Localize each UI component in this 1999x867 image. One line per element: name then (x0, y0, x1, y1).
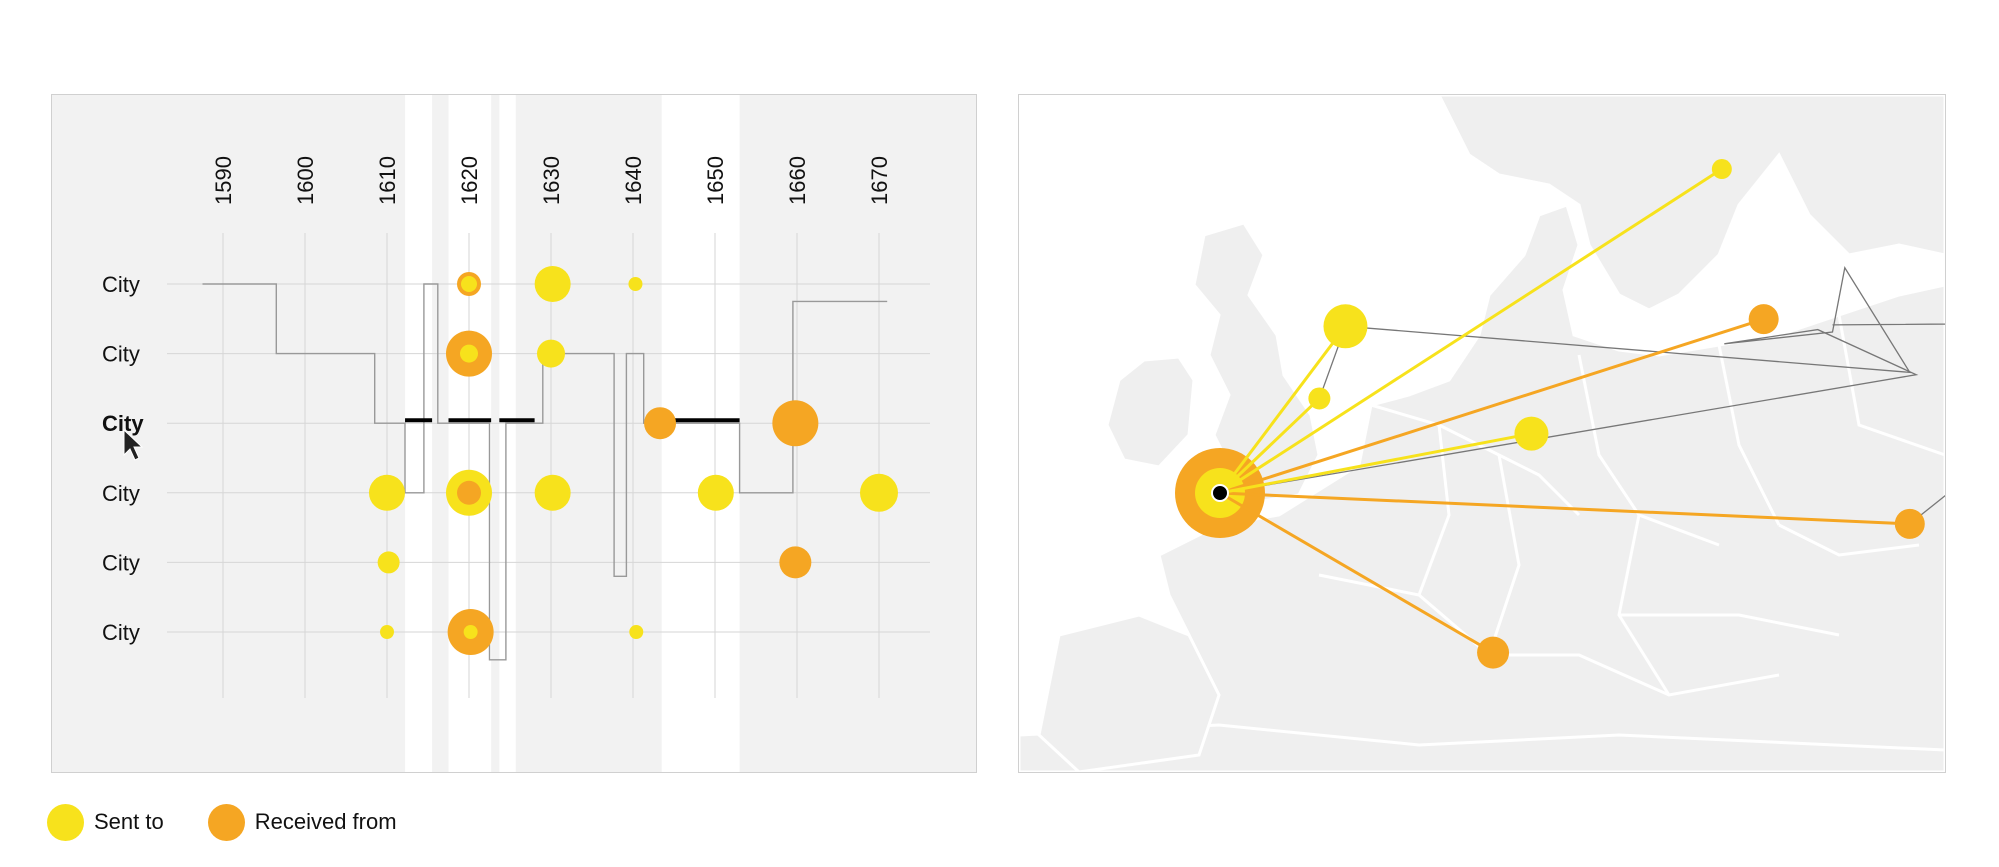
year-tick-label: 1670 (867, 156, 892, 205)
origin-marker (1211, 484, 1229, 502)
letter-bubble (629, 625, 644, 639)
year-tick-label: 1650 (703, 156, 728, 205)
received-connection-line (1219, 491, 1494, 654)
country-borders (1318, 314, 1945, 697)
highlight-period (499, 95, 516, 772)
letter-bubble (380, 625, 394, 639)
letter-bubble (860, 473, 898, 512)
residence-path (202, 283, 888, 661)
letter-bubble (534, 266, 571, 302)
year-tick-label: 1590 (211, 156, 236, 205)
sent-connection-line (1219, 167, 1723, 495)
map-landmass (1019, 95, 1945, 772)
letter-bubble (779, 546, 812, 579)
received-city-bubble (1748, 304, 1779, 335)
highlight-period (661, 95, 740, 772)
city-row-label: City (102, 342, 140, 367)
land-iberia (1037, 613, 1221, 772)
year-tick-label: 1660 (785, 156, 810, 205)
land-north-africa (1019, 723, 1945, 772)
legend-received-swatch (207, 803, 245, 841)
letter-bubble (772, 400, 819, 447)
letter-bubble (534, 474, 571, 511)
highlight-period (448, 95, 492, 772)
legend-item-sent: Sent to (47, 803, 164, 841)
city-row-label: City (102, 411, 144, 436)
mouse-cursor-icon (123, 428, 144, 461)
city-row-label: City (102, 620, 140, 645)
received-connection-line (1219, 491, 1910, 526)
sent-connection-line (1218, 325, 1347, 494)
received-city-bubble (1477, 636, 1510, 669)
timeline-chart-panel: 1590 1600 1610 1620 1630 1640 1650 1660 1670 City… (51, 94, 977, 773)
letter-bubble (644, 407, 677, 440)
land-ireland (1105, 355, 1196, 469)
city-row-label: City (102, 550, 140, 575)
timeline-chart: 1590 1600 1610 1620 1630 1640 1650 1660 1670 City… (52, 95, 976, 772)
year-tick-label: 1620 (457, 156, 482, 205)
europe-map (1019, 95, 1945, 772)
letter-bubble (457, 480, 481, 505)
year-tick-label: 1640 (621, 156, 646, 205)
letter-bubble (697, 474, 734, 511)
sent-city-bubble (1514, 416, 1549, 451)
received-connection-line (1219, 317, 1765, 495)
letter-bubble (377, 551, 400, 574)
city-row-label: City (102, 272, 140, 297)
sent-connection-line (1218, 397, 1321, 495)
letter-bubble (537, 339, 565, 368)
letter-bubble (628, 277, 643, 291)
legend: Sent to Received from (47, 802, 441, 842)
letter-bubble (460, 344, 478, 363)
sent-connection-line (1219, 432, 1532, 495)
sent-city-bubble (1323, 304, 1368, 349)
land-great-britain (1192, 221, 1321, 505)
sent-city-bubble (1308, 387, 1331, 410)
map-panel (1018, 94, 1946, 773)
letter-bubble (461, 276, 477, 292)
legend-item-received: Received from (207, 803, 397, 841)
year-tick-label: 1630 (539, 156, 564, 205)
legend-received-label: Received from (254, 809, 397, 834)
received-city-bubble (1894, 508, 1925, 539)
legend-sent-label: Sent to (94, 809, 164, 834)
letter-bubble (463, 625, 478, 639)
legend-sent-swatch (47, 803, 84, 841)
city-row-label: City (102, 481, 140, 506)
year-tick-label: 1610 (375, 156, 400, 205)
land-scandinavia (1437, 95, 1945, 312)
map-overlay (1175, 159, 1945, 669)
letter-bubble (369, 474, 405, 511)
highlight-period (405, 95, 433, 772)
year-tick-label: 1600 (293, 156, 318, 205)
sent-city-bubble (1711, 159, 1732, 180)
